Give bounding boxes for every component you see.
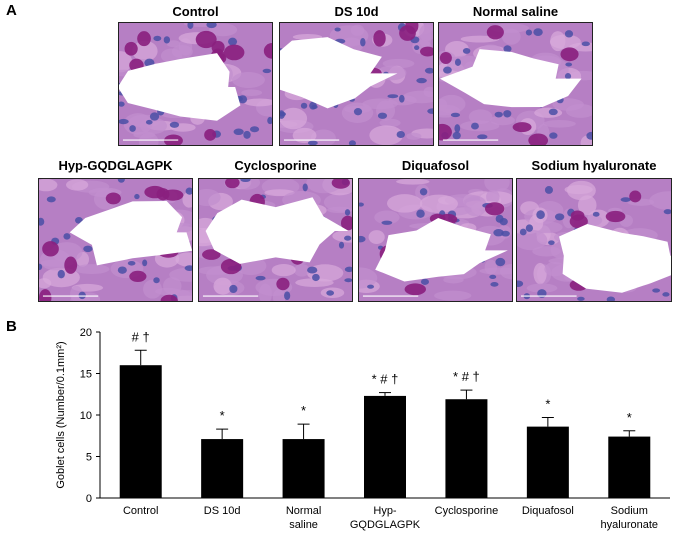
- micrograph-sodium-hyaluronate: [516, 178, 672, 302]
- x-tick-label: DS 10d: [204, 505, 241, 517]
- y-axis-label: Goblet cells (Number/0.1mm²): [55, 341, 67, 488]
- micrograph-title-sodium-hyaluronate: Sodium hyaluronate: [531, 158, 657, 173]
- micrograph-diquafosol: [358, 178, 513, 302]
- bar: [119, 365, 162, 498]
- significance-annotation: *: [627, 410, 632, 425]
- x-tick-label: Sodium: [611, 505, 648, 517]
- micrograph-normal-saline: [438, 22, 593, 146]
- x-tick-label: Diquafosol: [522, 505, 574, 517]
- y-tick-label: 15: [80, 369, 92, 381]
- y-tick-label: 5: [86, 452, 92, 464]
- micrograph-hyp: [38, 178, 193, 302]
- bar: [201, 439, 244, 498]
- micrograph-title-hyp: Hyp-GQDGLAGPK: [58, 158, 173, 173]
- bar: [445, 399, 488, 498]
- x-tick-label: saline: [289, 519, 318, 531]
- micrograph-title-ds10d: DS 10d: [334, 4, 379, 19]
- micrograph-cyclosporine: [198, 178, 353, 302]
- bar: [282, 439, 325, 498]
- micrograph-title-cyclosporine: Cyclosporine: [234, 158, 317, 173]
- x-tick-label: Normal: [286, 505, 321, 517]
- bar: [608, 436, 651, 498]
- y-tick-label: 0: [86, 493, 92, 505]
- significance-annotation: *: [301, 403, 306, 418]
- goblet-cell-bar-chart: 0 5 10 15 20 Goblet cells (Number/0.1mm²) # † C…: [55, 327, 670, 531]
- micrograph-ds10d: [279, 22, 434, 146]
- y-tick-label: 20: [80, 327, 92, 339]
- significance-annotation: *: [220, 408, 225, 423]
- bar: [364, 395, 406, 498]
- x-tick-label: Cyclosporine: [435, 505, 499, 517]
- significance-annotation: * # †: [372, 372, 399, 387]
- significance-annotation: # †: [132, 329, 150, 344]
- micrograph-title-control: Control: [172, 4, 219, 19]
- significance-annotation: *: [545, 396, 550, 411]
- x-tick-label: hyaluronate: [601, 519, 659, 531]
- x-tick-label: Hyp-: [373, 505, 397, 517]
- panel-a-label: A: [6, 2, 17, 19]
- micrograph-title-diquafosol: Diquafosol: [401, 158, 470, 173]
- x-tick-label: GQDGLAGPK: [350, 519, 421, 531]
- significance-annotation: * # †: [453, 369, 480, 384]
- bar: [526, 426, 569, 498]
- x-tick-label: Control: [123, 505, 158, 517]
- micrograph-control: [118, 22, 273, 146]
- y-tick-label: 10: [80, 410, 92, 422]
- panel-b-label: B: [6, 318, 17, 335]
- micrograph-title-normal-saline: Normal saline: [472, 4, 559, 19]
